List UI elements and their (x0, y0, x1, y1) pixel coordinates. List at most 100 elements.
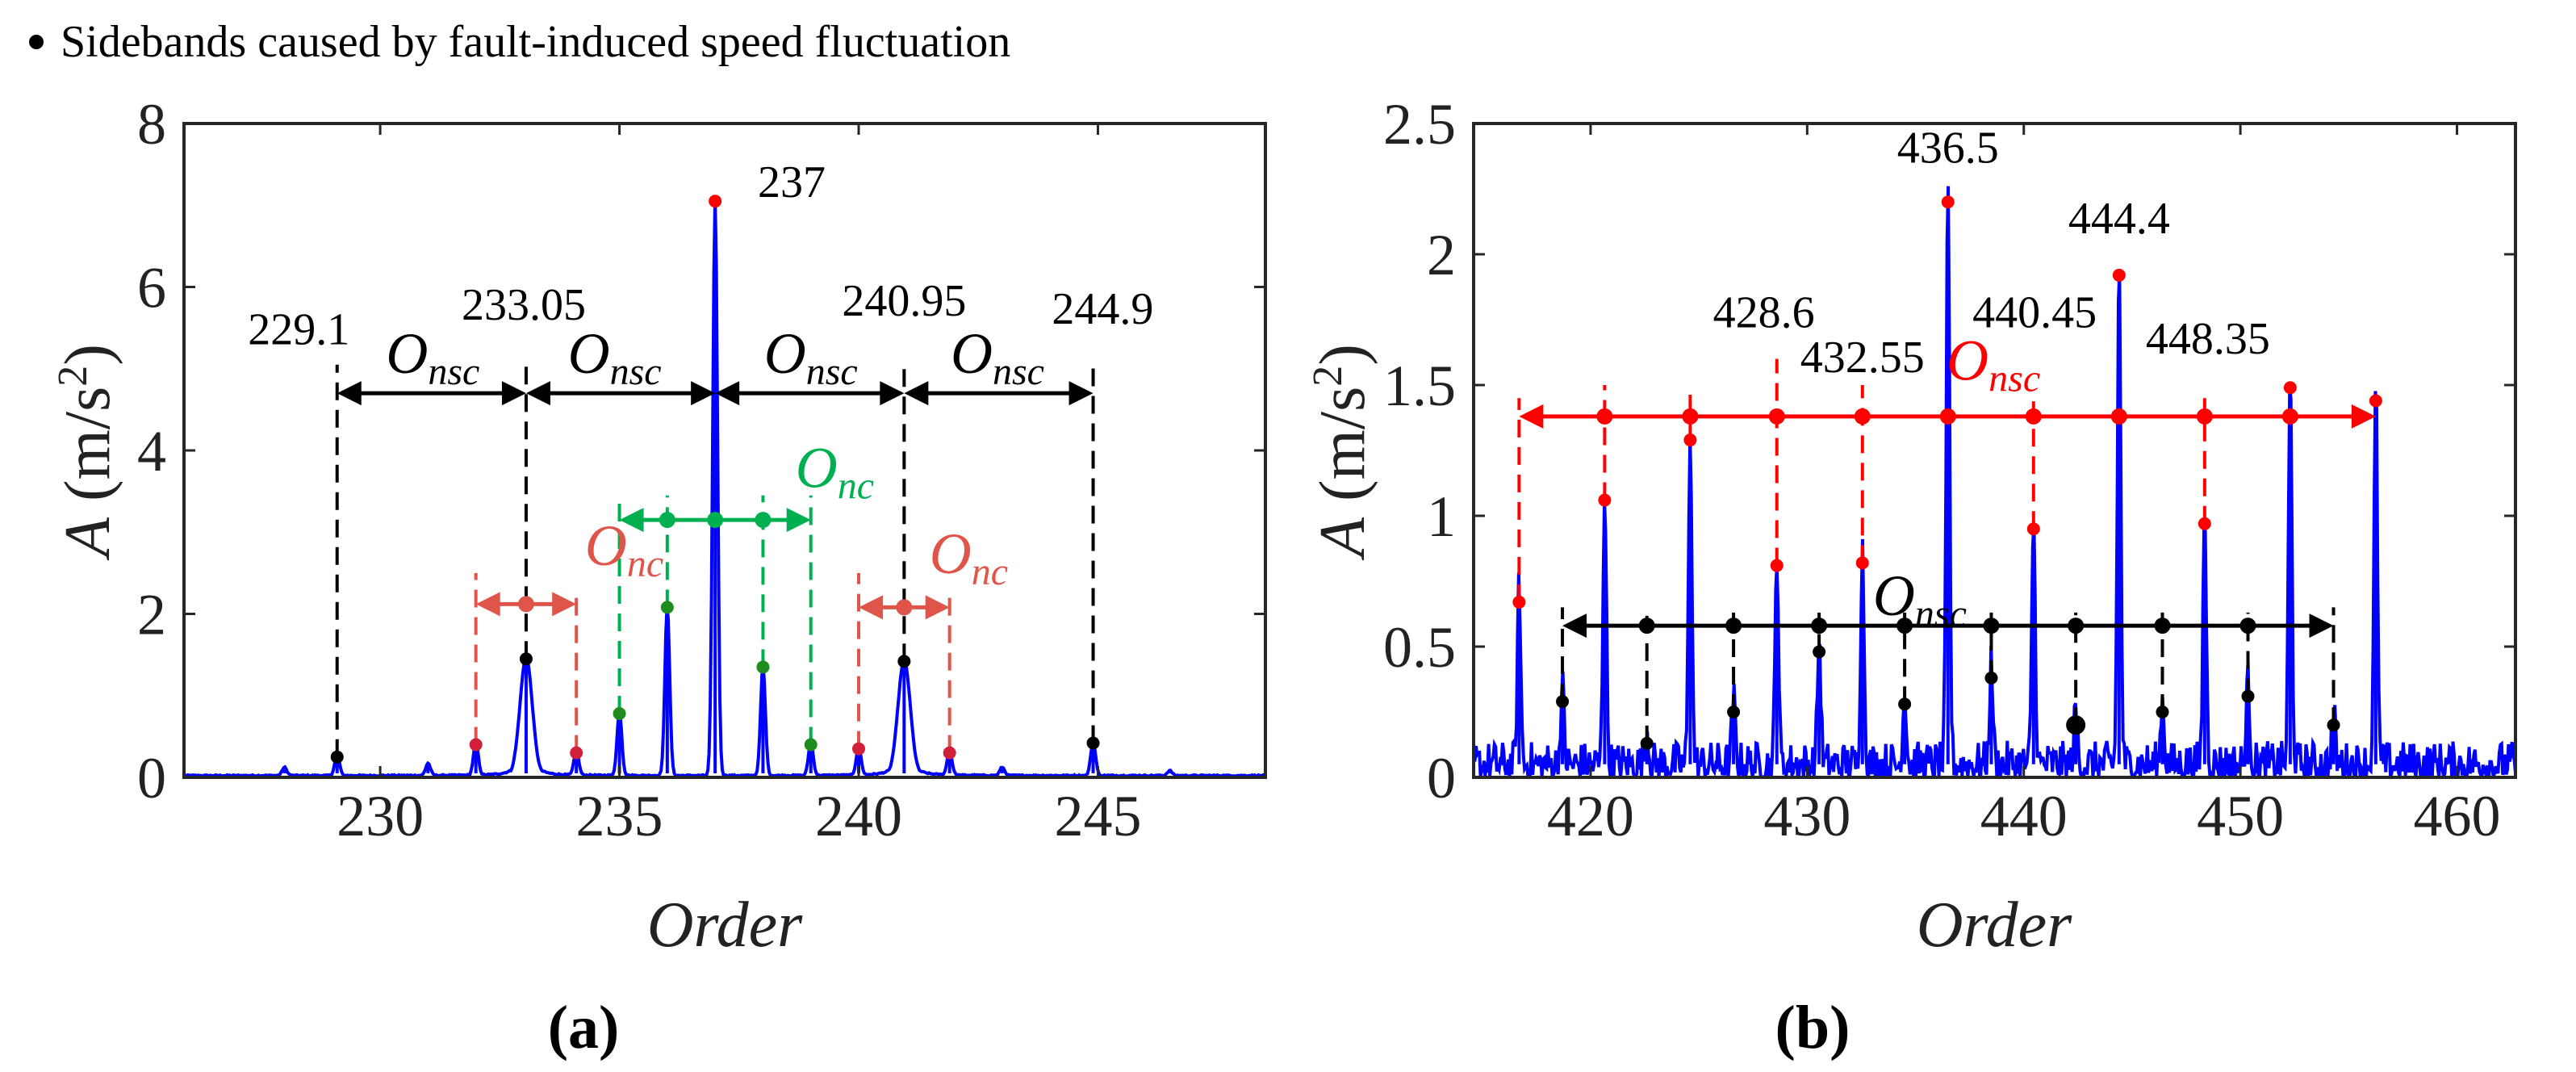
interval-dot (2196, 408, 2213, 425)
peak-marker (2112, 268, 2126, 282)
peak-marker (1598, 493, 1612, 507)
peak-marker (469, 738, 483, 752)
panel-caption-text: (a) (548, 994, 620, 1062)
interval-label-main: O (951, 321, 993, 386)
interval-label-subscript: nc (972, 551, 1008, 593)
y-tick-label: 0.5 (1383, 615, 1456, 680)
peak-marker (660, 601, 674, 614)
y-axis-symbol: A (1307, 517, 1378, 561)
peak-marker (756, 660, 770, 674)
interval-label-main: O (796, 436, 838, 500)
interval-label-subscript: nsc (1915, 593, 1967, 635)
peak-marker (1984, 671, 1998, 685)
peak-order-label: 436.5 (1897, 124, 1999, 174)
peak-marker (613, 707, 626, 721)
interval-label: Onc (930, 521, 1008, 593)
arrowhead-right (2309, 613, 2334, 639)
x-tick-label: 245 (1054, 784, 1141, 848)
interval-dot (1939, 408, 1956, 425)
spectrum-line (1474, 186, 2515, 777)
y-axis-unit: (m/s (52, 387, 123, 501)
peak-marker (2283, 381, 2297, 395)
peak-marker (1640, 736, 1654, 750)
peak-order-label: 237 (758, 157, 826, 207)
peak-order-label: 444.4 (2068, 194, 2170, 244)
peak-marker (2156, 706, 2169, 718)
interval-dot (2025, 408, 2042, 425)
peak-order-label: 240.95 (842, 276, 966, 326)
interval-label-main: O (568, 321, 610, 386)
y-axis-unit-close: ) (1307, 344, 1378, 366)
peak-marker (2026, 522, 2040, 536)
peak-order-label: 233.05 (462, 280, 586, 330)
peak-marker (897, 655, 911, 668)
interval-label-main: O (764, 321, 806, 386)
legend-marker (29, 35, 44, 49)
y-axis-unit-exponent: 2 (50, 366, 96, 387)
interval-label-subscript: nsc (1988, 358, 2040, 400)
peak-marker (852, 742, 866, 756)
y-tick-label: 2 (137, 583, 166, 647)
y-tick-label: 6 (137, 256, 166, 320)
y-axis-unit: (m/s (1307, 387, 1378, 501)
interval-dot (896, 599, 913, 616)
x-axis-label: Order (647, 890, 803, 961)
panel-caption-text: (b) (1775, 994, 1850, 1062)
x-tick-label: 240 (815, 784, 902, 848)
interval-label: Onsc (951, 321, 1044, 393)
legend: Sidebands caused by fault-induced speed … (29, 17, 1010, 67)
interval-dot (755, 512, 772, 529)
interval-dot (2068, 618, 2085, 634)
peak-marker (709, 195, 722, 208)
arrowhead-left (475, 592, 500, 617)
peak-marker (2198, 517, 2211, 530)
interval-dot (1811, 618, 1828, 634)
interval-dot (1983, 618, 2000, 634)
y-tick-label: 0 (1427, 746, 1456, 810)
peak-marker (570, 746, 583, 760)
peak-order-label: 428.6 (1713, 288, 1815, 338)
interval-dot (659, 512, 675, 529)
arrowhead-left (1519, 404, 1544, 429)
peak-order-label: 448.35 (2146, 314, 2270, 364)
x-axis-label: Order (1917, 890, 2072, 961)
peak-marker (2066, 715, 2086, 735)
peak-marker (330, 750, 344, 764)
peak-order-label: 229.1 (248, 304, 349, 354)
axes-box (182, 122, 1267, 779)
peak-marker (1683, 433, 1697, 447)
arrowhead-left (337, 381, 362, 406)
x-tick-label: 420 (1547, 784, 1634, 848)
panel-caption: (a) (548, 994, 620, 1062)
x-tick-label: 230 (337, 784, 424, 848)
arrowhead-right (925, 595, 950, 620)
interval-dot (517, 596, 534, 613)
arrowhead-left (525, 381, 550, 406)
peak-marker (519, 652, 533, 666)
interval-label: Onsc (1873, 563, 1967, 635)
x-tick-label: 430 (1763, 784, 1850, 848)
peak-order-label: 432.55 (1800, 333, 1925, 383)
interval-dot (1638, 618, 1655, 634)
arrowhead-right (501, 381, 526, 406)
peak-marker (1086, 736, 1100, 750)
peak-marker (804, 738, 818, 752)
interval-dot (1896, 618, 1913, 634)
x-tick-label: 440 (1980, 784, 2068, 848)
arrowhead-left (859, 595, 884, 620)
interval-dot (2239, 618, 2256, 634)
interval-label: Onsc (386, 321, 479, 393)
interval-dot (707, 512, 724, 529)
arrowhead-left (1562, 613, 1587, 639)
arrowhead-right (1068, 381, 1094, 406)
interval-label-main: O (1947, 329, 1988, 393)
interval-label: Onc (796, 436, 874, 508)
interval-label-main: O (386, 321, 428, 386)
interval-dot (1596, 408, 1613, 425)
legend-text: Sidebands caused by fault-induced speed … (61, 17, 1010, 67)
y-axis-label: A (m/s2) (50, 344, 123, 561)
peak-marker (1512, 595, 1526, 609)
interval-dot (1682, 408, 1699, 425)
